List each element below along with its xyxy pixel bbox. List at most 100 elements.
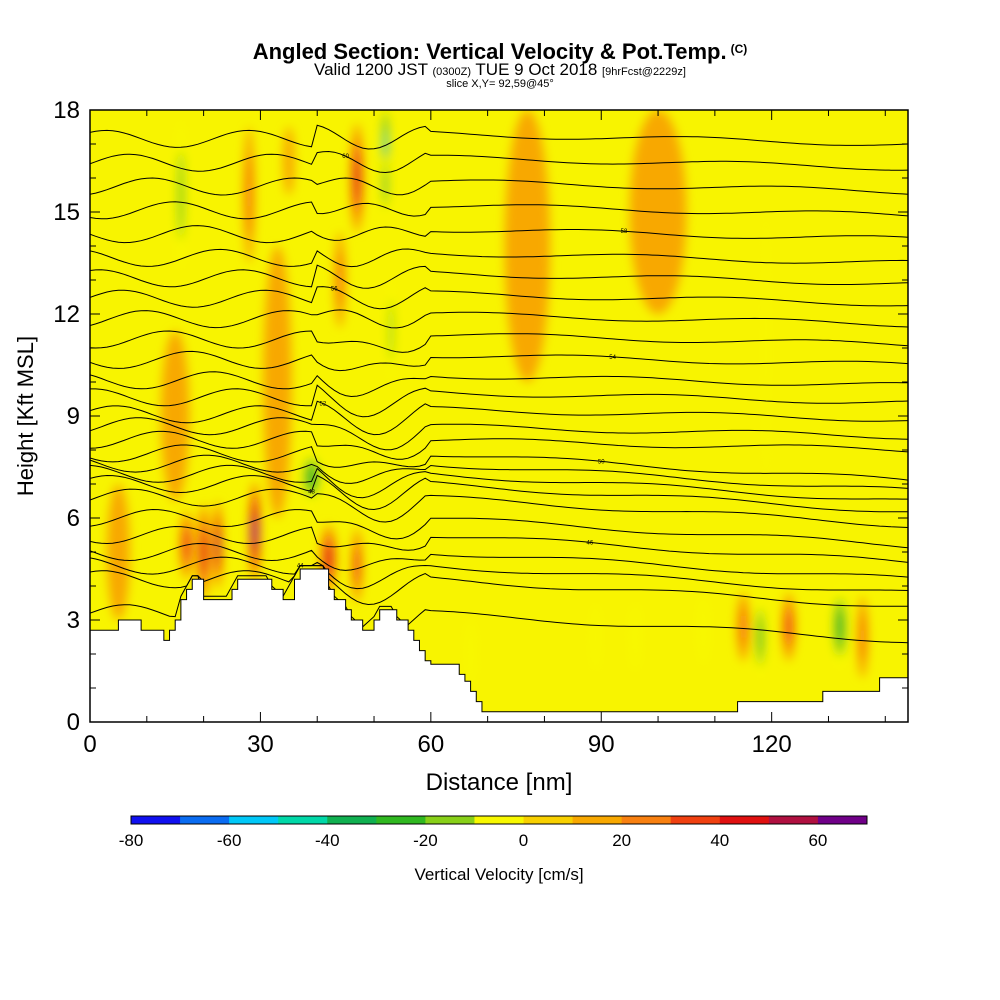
- y-tick-label: 18: [53, 97, 80, 124]
- potential-temperature-contours: 44 46 48 50 52 54 56 58 60: [90, 124, 908, 644]
- velocity-cell: [283, 127, 295, 195]
- terrain: [90, 568, 908, 722]
- colorbar: -80 -60 -40 -20 0 20 40 60: [119, 815, 868, 850]
- colorbar-swatch: [670, 816, 721, 824]
- isentrope-label: 48: [308, 489, 315, 495]
- isentrope-line: [90, 177, 908, 196]
- y-axis: 0 3 6 9 12 15 18: [53, 97, 908, 736]
- isentrope-line: [90, 384, 908, 418]
- isentrope-line: [90, 556, 908, 591]
- valid-time-line: Valid 1200 JST (0300Z) TUE 9 Oct 2018 [9…: [0, 60, 1000, 82]
- y-tick-label: 9: [67, 403, 80, 430]
- colorbar-tick-label: -40: [315, 831, 340, 850]
- isentrope-line: [90, 400, 908, 436]
- isentrope-label: 60: [342, 154, 349, 160]
- colorbar-label: Vertical Velocity [cm/s]: [414, 865, 583, 884]
- velocity-cell: [161, 331, 190, 501]
- velocity-cell: [177, 150, 185, 240]
- chart-title: Angled Section: Vertical Velocity & Pot.…: [0, 36, 1000, 65]
- isentrope-line: [90, 371, 908, 398]
- colorbar-swatch: [768, 816, 819, 824]
- valid-forecast: [9hrFcst@2229z]: [602, 66, 686, 78]
- colorbar-swatch: [719, 816, 770, 824]
- x-tick-label: 30: [247, 731, 274, 758]
- x-tick-label: 60: [417, 731, 444, 758]
- x-tick-label: 90: [588, 731, 615, 758]
- velocity-cell: [835, 609, 844, 645]
- velocity-cell: [739, 606, 748, 648]
- isentrope-line: [90, 309, 908, 329]
- isentrope-label: 56: [331, 287, 338, 293]
- isentrope-line: [90, 201, 908, 220]
- colorbar-swatch: [376, 816, 426, 824]
- velocity-cell: [336, 251, 344, 309]
- colorbar-tick-label: -80: [119, 831, 144, 850]
- slice-info: slice X,Y= 92,59@45°: [446, 78, 554, 90]
- isentrope-label: 58: [621, 229, 628, 235]
- isentrope-line: [90, 565, 908, 607]
- y-axis-label: Height [Kft MSL]: [13, 336, 38, 496]
- isentrope-label: 50: [598, 459, 605, 465]
- velocity-cell: [697, 596, 710, 665]
- x-axis: 0 30 60 90 120: [83, 110, 886, 758]
- velocity-cell: [245, 154, 253, 236]
- colorbar-swatch: [278, 816, 328, 824]
- velocity-cell: [263, 246, 292, 518]
- isentrope-label: 52: [320, 401, 327, 407]
- colorbar-tick-label: 60: [808, 831, 827, 850]
- isentrope-line: [90, 264, 908, 289]
- colorbar-swatch: [621, 816, 672, 824]
- isentrope-line: [90, 454, 908, 489]
- velocity-cell: [384, 134, 387, 154]
- velocity-cell: [785, 612, 792, 642]
- isentrope-line: [90, 474, 908, 513]
- velocity-cell: [389, 300, 394, 362]
- velocity-cell: [216, 533, 220, 558]
- colorbar-swatch: [229, 816, 279, 824]
- velocity-cell: [354, 549, 360, 582]
- isentrope-line: [90, 525, 908, 563]
- velocity-cell: [306, 465, 317, 489]
- colorbar-swatch: [425, 816, 475, 824]
- velocity-field: [107, 110, 869, 688]
- colorbar-swatch: [180, 816, 230, 824]
- isentrope-line: [90, 330, 908, 353]
- x-tick-label: 0: [83, 731, 96, 758]
- velocity-cell: [201, 536, 206, 568]
- chart-title-text: Angled Section: Vertical Velocity & Pot.…: [252, 39, 727, 64]
- isentrope-line: [90, 248, 908, 268]
- velocity-cell: [464, 620, 477, 688]
- colorbar-tick-label: 20: [612, 831, 631, 850]
- velocity-cells: [107, 110, 869, 688]
- y-tick-label: 3: [67, 607, 80, 634]
- x-axis-label: Distance [nm]: [426, 769, 573, 796]
- colorbar-tick-label: -20: [413, 831, 438, 850]
- y-tick-label: 0: [67, 709, 80, 736]
- x-tick-label: 120: [752, 731, 792, 758]
- isentrope-label: 44: [297, 564, 304, 570]
- colorbar-tick-label: -60: [217, 831, 242, 850]
- isentrope-line: [90, 124, 908, 150]
- isentrope-line: [90, 508, 908, 549]
- velocity-cell: [354, 159, 360, 197]
- velocity-cell: [758, 619, 763, 655]
- colorbar-swatch: [817, 816, 868, 824]
- y-tick-label: 6: [67, 505, 80, 532]
- velocity-cell: [504, 110, 551, 382]
- isentrope-line: [90, 350, 908, 372]
- valid-zulu: (0300Z): [432, 66, 471, 78]
- colorbar-swatch: [572, 816, 623, 824]
- plot-area: 44 46 48 50 52 54 56 58 60: [90, 110, 908, 722]
- isentrope-label: 54: [609, 355, 616, 361]
- colorbar-swatch: [523, 816, 574, 824]
- velocity-cell: [591, 603, 601, 671]
- isentrope-label: 46: [587, 540, 594, 546]
- colorbar-swatch: [474, 816, 525, 824]
- valid-prefix: Valid 1200 JST: [314, 60, 428, 79]
- velocity-cell: [384, 174, 387, 195]
- valid-date: TUE 9 Oct 2018: [475, 60, 598, 79]
- y-tick-label: 15: [53, 199, 80, 226]
- isentrope-line: [90, 225, 908, 244]
- isentrope-line: [90, 430, 908, 460]
